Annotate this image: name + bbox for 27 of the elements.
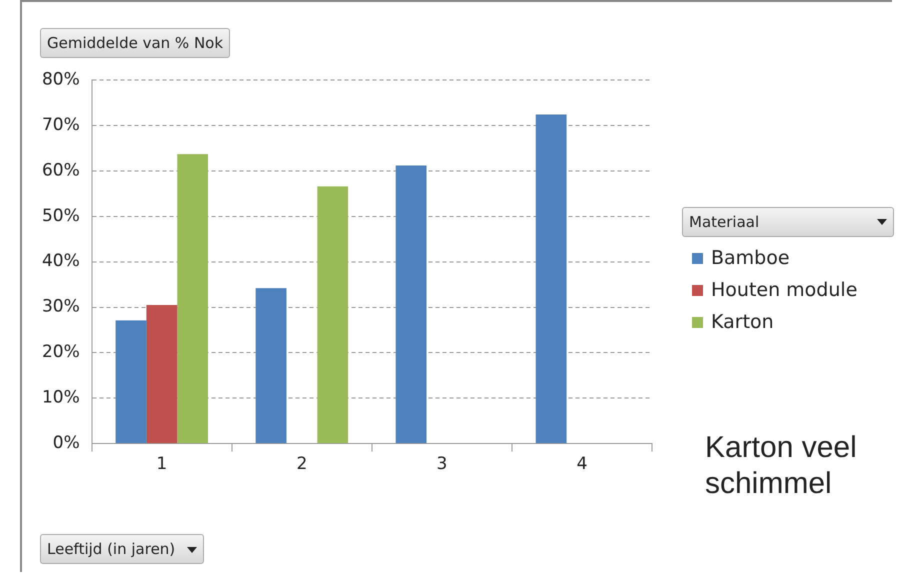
bar [317, 186, 348, 444]
y-tick-label: 50% [42, 206, 80, 226]
bar [536, 114, 567, 444]
x-axis-title: Leeftijd (in jaren) [47, 540, 176, 558]
y-tick-label: 20% [42, 342, 80, 362]
x-tick-label: 2 [296, 454, 308, 474]
legend-label: Karton [711, 311, 774, 333]
y-tick-label: 0% [52, 433, 80, 454]
y-tick-label: 30% [42, 296, 80, 317]
legend-label: Bamboe [711, 247, 790, 269]
y-tick-label: 80% [42, 69, 80, 90]
chart-title: Gemiddelde van % Nok [47, 34, 224, 52]
x-tick-label: 4 [576, 454, 588, 474]
x-tick-label: 1 [156, 454, 168, 474]
legend-label: Houten module [711, 279, 858, 301]
y-tick-label: 70% [42, 114, 80, 135]
legend-title: Materiaal [689, 213, 760, 231]
bar [116, 320, 146, 444]
bar [256, 288, 286, 444]
y-tick-label: 60% [42, 160, 80, 180]
bar [146, 304, 178, 444]
text: Karton veel schimmel [705, 430, 858, 502]
bar [396, 165, 427, 444]
bar [177, 154, 208, 444]
y-tick-label: 40% [42, 251, 80, 272]
x-tick-label: 3 [436, 454, 448, 474]
y-tick-label: 10% [42, 388, 80, 408]
